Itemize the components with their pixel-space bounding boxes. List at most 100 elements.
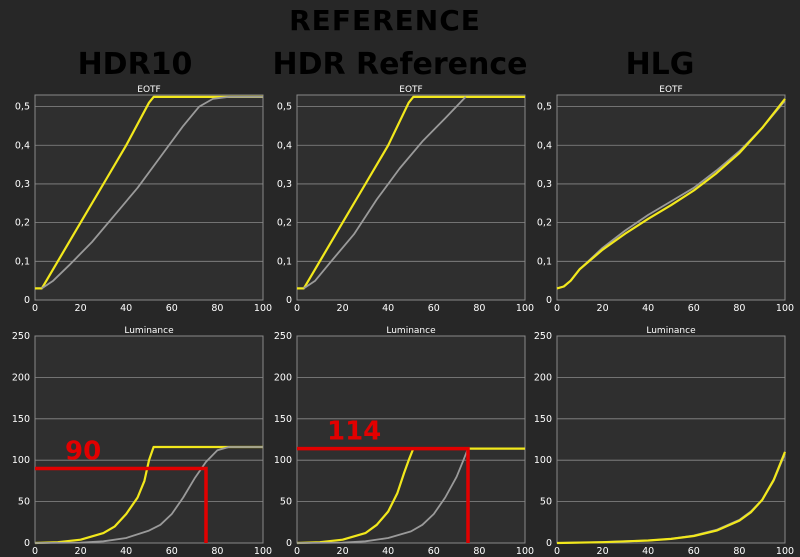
x-tick-label: 80: [211, 303, 223, 314]
page-title: REFERENCE: [289, 4, 481, 37]
x-tick-label: 80: [733, 303, 745, 314]
y-tick-label: 0,1: [537, 256, 552, 267]
plot-area: [556, 94, 786, 301]
y-tick-label: 0: [24, 538, 30, 549]
hlg-eotf-series-yellow-line: [556, 98, 786, 290]
y-tick-label: 0,4: [537, 140, 552, 151]
panel-title: Luminance: [646, 326, 696, 336]
hlg-luminance-series-yellow-line: [556, 451, 787, 545]
ref-luminance-series-gray-line: [296, 448, 469, 544]
y-tick-label: 100: [274, 455, 292, 466]
ref-luminance-series-yellow-line: [296, 447, 525, 545]
hlg-eotf-chart: EOTF 0 0,1 0,2 0,3 0,4 0,5 0 20 40 60 80 100: [537, 85, 794, 314]
x-tick-label: 40: [120, 546, 132, 557]
plot-area: [34, 94, 264, 301]
x-tick-label: 20: [75, 303, 87, 314]
y-tick-label: 200: [534, 372, 552, 383]
y-tick-label: 0,5: [15, 102, 30, 113]
ref-eotf-series-yellow-line: [297, 95, 525, 290]
plot-area: [556, 335, 786, 544]
x-tick-label: 20: [337, 303, 349, 314]
y-tick-label: 50: [540, 497, 552, 508]
x-tick-label: 0: [554, 546, 560, 557]
ref-eotf-series-gray-line: [303, 96, 467, 290]
y-tick-label: 0,5: [277, 102, 292, 113]
y-tick-label: 0: [546, 538, 552, 549]
panel-title: EOTF: [659, 85, 682, 95]
y-tick-label: 50: [280, 497, 292, 508]
marker-line: [35, 466, 208, 543]
x-tick-label: 100: [776, 546, 794, 557]
y-tick-label: 50: [18, 497, 30, 508]
x-tick-label: 60: [688, 546, 700, 557]
y-tick-label: 0,2: [15, 218, 30, 229]
hdr10-eotf-series-yellow-line: [35, 95, 263, 290]
x-tick-label: 0: [294, 546, 300, 557]
x-tick-label: 40: [642, 546, 654, 557]
x-tick-label: 0: [32, 546, 38, 557]
x-tick-label: 0: [294, 303, 300, 314]
y-tick-label: 0,5: [537, 102, 552, 113]
y-tick-label: 100: [12, 455, 30, 466]
x-tick-label: 60: [428, 303, 440, 314]
x-tick-label: 60: [688, 303, 700, 314]
plot-area: [296, 335, 526, 544]
y-tick-label: 0: [24, 295, 30, 306]
panel-title: EOTF: [137, 85, 160, 95]
x-tick-label: 40: [120, 303, 132, 314]
plot-area: [296, 94, 526, 301]
y-tick-label: 0: [546, 295, 552, 306]
y-tick-label: 200: [274, 372, 292, 383]
y-tick-label: 100: [534, 455, 552, 466]
hdr10-eotf-series-gray-line: [41, 96, 263, 290]
x-tick-label: 60: [428, 546, 440, 557]
panel-title: EOTF: [399, 85, 422, 95]
y-tick-label: 0,3: [15, 179, 30, 190]
y-tick-label: 0,4: [15, 140, 30, 151]
x-tick-label: 40: [382, 546, 394, 557]
hdr10-eotf-chart: EOTF 0 0,1 0,2 0,3 0,4 0,5 0 20 40 60 80 100: [15, 85, 272, 314]
marker-value-label: 90: [65, 436, 101, 466]
x-tick-label: 20: [75, 546, 87, 557]
x-tick-label: 80: [733, 546, 745, 557]
x-tick-label: 40: [382, 303, 394, 314]
y-tick-label: 250: [12, 331, 30, 342]
y-tick-label: 0: [286, 295, 292, 306]
x-tick-label: 100: [254, 546, 272, 557]
y-tick-label: 0,3: [277, 179, 292, 190]
y-tick-label: 150: [534, 414, 552, 425]
y-tick-label: 0,2: [537, 218, 552, 229]
panel-title: Luminance: [386, 326, 436, 336]
x-tick-label: 80: [473, 303, 485, 314]
column-title-hdr10: HDR10: [77, 47, 193, 82]
hdr10-luminance-series-yellow-line: [34, 445, 263, 545]
x-tick-label: 100: [516, 303, 534, 314]
x-tick-label: 100: [776, 303, 794, 314]
y-tick-label: 0,4: [277, 140, 292, 151]
panel-title: Luminance: [124, 326, 174, 336]
y-tick-label: 0,1: [277, 256, 292, 267]
marker-value-label: 114: [327, 417, 381, 447]
x-tick-label: 20: [597, 546, 609, 557]
ref-luminance-chart: Luminance 0 50 100 150 200 250 0 20 40 60 80 100 114: [274, 326, 534, 557]
hdr10-luminance-series-gray-line: [34, 446, 263, 544]
y-tick-label: 250: [274, 331, 292, 342]
column-title-hlg: HLG: [625, 47, 695, 82]
y-tick-label: 250: [534, 331, 552, 342]
y-tick-label: 0,3: [537, 179, 552, 190]
y-tick-label: 0,1: [15, 256, 30, 267]
y-tick-label: 150: [274, 414, 292, 425]
x-tick-label: 40: [642, 303, 654, 314]
column-title-hdr-reference: HDR Reference: [272, 47, 528, 82]
x-tick-label: 100: [254, 303, 272, 314]
y-tick-label: 0: [286, 538, 292, 549]
x-tick-label: 100: [516, 546, 534, 557]
x-tick-label: 60: [166, 303, 178, 314]
marker-line: [297, 446, 470, 543]
x-tick-label: 80: [211, 546, 223, 557]
hlg-luminance-chart: Luminance 0 50 100 150 200 250 0 20 40 60 80 100: [534, 326, 794, 557]
x-tick-label: 80: [473, 546, 485, 557]
x-tick-label: 20: [597, 303, 609, 314]
x-tick-label: 0: [32, 303, 38, 314]
